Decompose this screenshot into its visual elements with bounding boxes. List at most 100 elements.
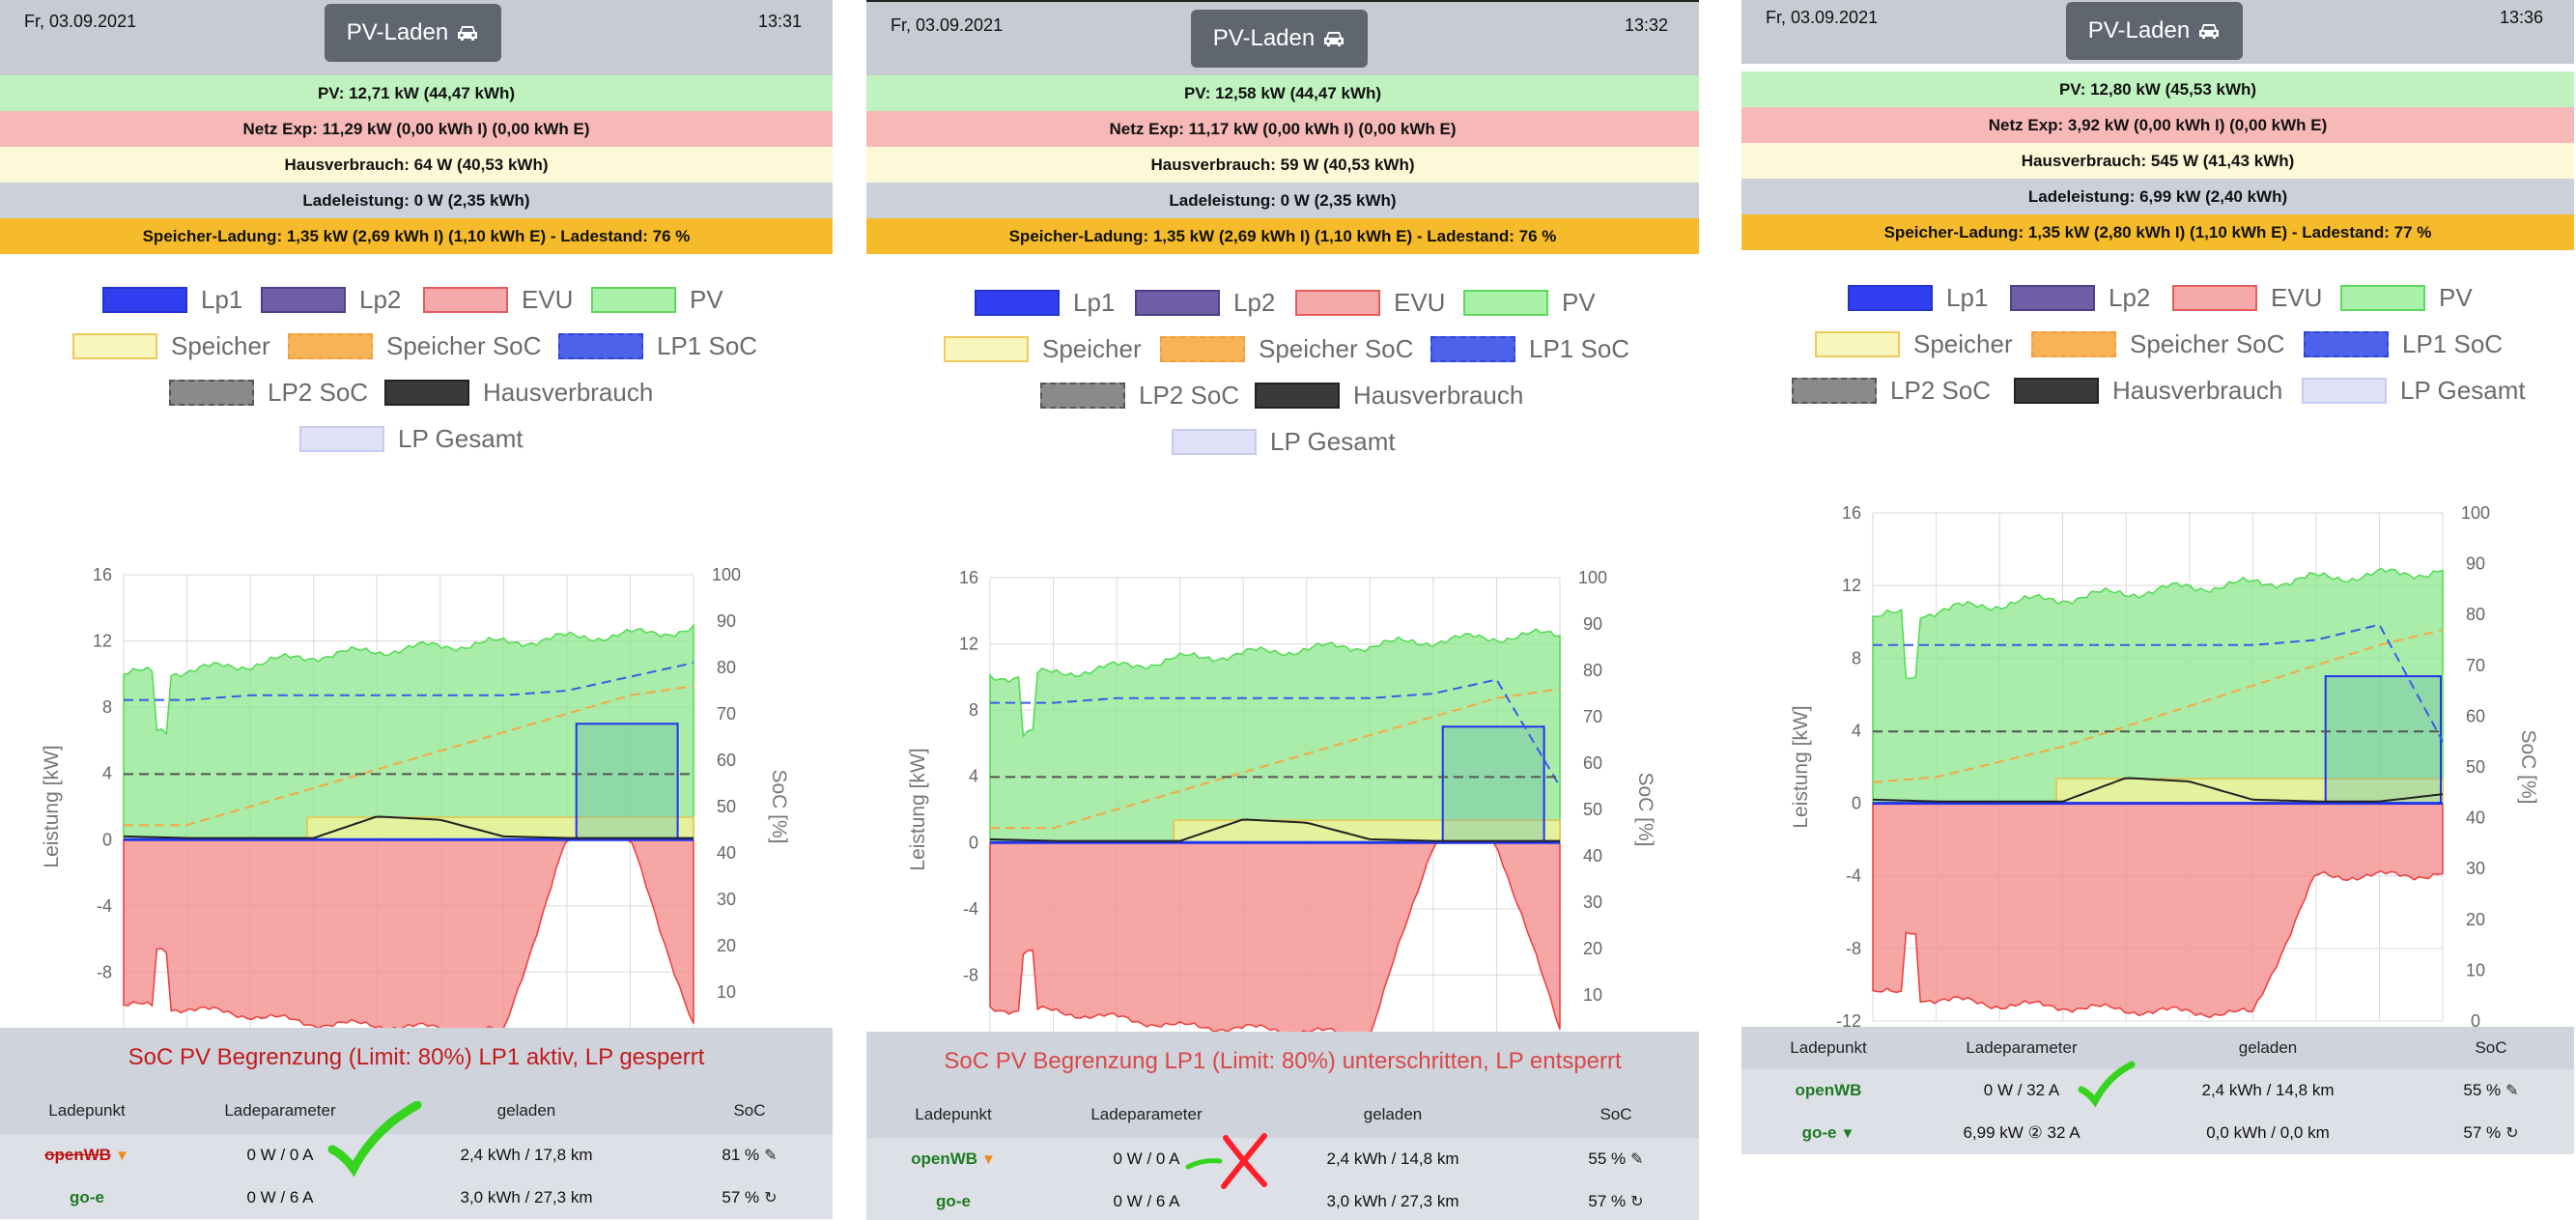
- y-left-axis-title: Leistung [kW]: [41, 745, 63, 867]
- y-right-tick: 100: [712, 565, 741, 584]
- y-right-tick: 60: [1583, 753, 1602, 773]
- y-right-tick: 100: [1578, 568, 1607, 587]
- hausverbrauch-row: Hausverbrauch: 59 W (40,53 kWh): [866, 147, 1699, 183]
- legend-lp2-soc[interactable]: LP2 SoC: [1040, 381, 1239, 410]
- edit-icon[interactable]: ✎: [2505, 1083, 2519, 1099]
- y-left-tick: 0: [102, 830, 112, 849]
- col-ladepunkt: Ladepunkt: [1790, 1038, 1867, 1057]
- table-row[interactable]: openWB 0 W / 32 A 2,4 kWh / 14,8 km 55 %…: [1741, 1069, 2574, 1112]
- status-message: SoC PV Begrenzung (Limit: 80%) LP1 aktiv…: [0, 1028, 833, 1088]
- col-ladepunkt: Ladepunkt: [48, 1101, 126, 1120]
- legend-speicher-soc[interactable]: Speicher SoC: [1160, 334, 1413, 363]
- soc-cell: 57 % ↻: [1588, 1192, 1644, 1210]
- plug-icon: ▼: [115, 1147, 129, 1164]
- y-right-tick: 100: [2461, 503, 2490, 523]
- ladeleistung-row: Ladeleistung: 6,99 kW (2,40 kWh): [1741, 179, 2574, 214]
- legend-lp2[interactable]: Lp2: [1135, 288, 1275, 317]
- soc-cell: 57 % ↻: [2463, 1123, 2519, 1142]
- legend-lp2[interactable]: Lp2: [261, 285, 401, 314]
- param-cell: 0 W / 6 A: [1113, 1192, 1180, 1210]
- lp-name: openWB: [44, 1146, 112, 1164]
- legend-speicher[interactable]: Speicher: [1815, 329, 2013, 358]
- mode-button[interactable]: PV-Laden: [2066, 2, 2243, 60]
- pv-area: [123, 623, 694, 841]
- y-right-tick: 70: [717, 704, 736, 723]
- legend-lp2-soc[interactable]: LP2 SoC: [169, 378, 368, 407]
- legend-pv[interactable]: PV: [1463, 288, 1596, 317]
- col-ladeparameter: Ladeparameter: [224, 1101, 336, 1120]
- time-label: 13:31: [757, 12, 802, 31]
- time-label: 13:36: [2499, 8, 2543, 27]
- edit-icon[interactable]: ✎: [1630, 1151, 1644, 1168]
- car-icon: [1324, 32, 1345, 46]
- lp1-area: [1441, 725, 1545, 844]
- green-check-annotation: [327, 1101, 422, 1177]
- legend-lp1[interactable]: Lp1: [1848, 283, 1988, 312]
- refresh-icon[interactable]: ↻: [2505, 1125, 2519, 1142]
- soc-cell: 57 % ↻: [722, 1188, 778, 1206]
- lp1-soc-line: [1873, 623, 2444, 743]
- lp1-soc-line: [990, 678, 1561, 787]
- y-right-tick: 80: [2466, 605, 2485, 624]
- edit-icon[interactable]: ✎: [764, 1148, 778, 1164]
- legend-speicher[interactable]: Speicher: [72, 331, 270, 360]
- legend-pv[interactable]: PV: [591, 285, 723, 314]
- legend-pv[interactable]: PV: [2340, 283, 2473, 312]
- legend-lp1-soc[interactable]: LP1 SoC: [1430, 334, 1629, 363]
- table-row[interactable]: go-e ▼ 6,99 kW ② 32 A 0,0 kWh / 0,0 km 57…: [1741, 1112, 2574, 1154]
- y-left-tick: 12: [93, 632, 112, 651]
- y-left-tick: -8: [1846, 939, 1861, 958]
- legend-evu[interactable]: EVU: [2172, 283, 2322, 312]
- col-geladen: geladen: [1363, 1105, 1423, 1123]
- legend-lp1-soc[interactable]: LP1 SoC: [2304, 329, 2503, 358]
- plug-icon: ▼: [981, 1150, 996, 1168]
- legend-lp-gesamt[interactable]: LP Gesamt: [2302, 376, 2526, 405]
- legend-lp2[interactable]: Lp2: [2010, 283, 2150, 312]
- speicher-soc-line: [124, 685, 694, 827]
- legend-hausverbrauch[interactable]: Hausverbrauch: [1255, 381, 1523, 410]
- hausverbrauch-line: [1872, 777, 2444, 803]
- lp-name-cell: go-e: [866, 1180, 1040, 1220]
- y-right-tick: 30: [2466, 859, 2485, 878]
- y-right-tick: 90: [2466, 554, 2485, 574]
- legend-speicher-soc[interactable]: Speicher SoC: [288, 331, 541, 360]
- lp-name-cell: openWB: [1741, 1069, 1915, 1112]
- y-left-tick: -4: [97, 896, 112, 916]
- speicher-soc-line: [990, 688, 1561, 830]
- legend-lp1[interactable]: Lp1: [102, 285, 242, 314]
- y-left-tick: 12: [959, 635, 978, 654]
- legend-lp1[interactable]: Lp1: [975, 288, 1115, 317]
- legend-evu[interactable]: EVU: [423, 285, 573, 314]
- refresh-icon[interactable]: ↻: [764, 1190, 778, 1206]
- legend-speicher[interactable]: Speicher: [944, 334, 1142, 363]
- y-left-tick: 0: [969, 833, 978, 852]
- mode-label: PV-Laden: [1212, 25, 1316, 51]
- legend-lp-gesamt[interactable]: LP Gesamt: [299, 424, 524, 453]
- legend-hausverbrauch[interactable]: Hausverbrauch: [384, 378, 653, 407]
- y-left-tick: 8: [1852, 648, 1861, 667]
- netz-row: Netz Exp: 11,17 kW (0,00 kWh I) (0,00 kW…: [866, 111, 1699, 147]
- soc-cell: 81 % ✎: [722, 1146, 778, 1164]
- legend-evu[interactable]: EVU: [1295, 288, 1445, 317]
- y-right-tick: 40: [717, 843, 736, 863]
- table-row[interactable]: openWB ▼ 0 W / 0 A 2,4 kWh / 17,8 km 81 %…: [0, 1134, 833, 1177]
- hausverbrauch-line: [989, 818, 1560, 842]
- table-row[interactable]: openWB ▼ 0 W / 0 A 2,4 kWh / 14,8 km 55 %…: [866, 1138, 1699, 1180]
- panel-2: Fr, 03.09.2021 PV-Laden 13:32 PV: 12,58 …: [866, 0, 1699, 1220]
- legend-speicher-soc[interactable]: Speicher SoC: [2031, 329, 2284, 358]
- y-right-axis-title: SoC [%]: [1634, 772, 1656, 846]
- refresh-icon[interactable]: ↻: [1630, 1194, 1644, 1210]
- geladen-cell: 0,0 kWh / 0,0 km: [2206, 1123, 2330, 1142]
- table-row[interactable]: go-e 0 W / 6 A 3,0 kWh / 27,3 km 57 % ↻: [0, 1177, 833, 1219]
- legend-lp1-soc[interactable]: LP1 SoC: [558, 331, 757, 360]
- mode-button[interactable]: PV-Laden: [1191, 10, 1368, 68]
- legend-lp-gesamt[interactable]: LP Gesamt: [1172, 427, 1396, 456]
- mode-button[interactable]: PV-Laden: [325, 4, 501, 62]
- legend-lp2-soc[interactable]: LP2 SoC: [1792, 376, 1991, 405]
- legend-hausverbrauch[interactable]: Hausverbrauch: [2014, 376, 2282, 405]
- table-row[interactable]: go-e 0 W / 6 A 3,0 kWh / 27,3 km 57 % ↻: [866, 1180, 1699, 1220]
- y-right-tick: 40: [1583, 846, 1602, 865]
- hausverbrauch-line: [123, 815, 694, 839]
- table-header: Ladepunkt Ladeparameter geladen SoC: [866, 1092, 1699, 1138]
- y-right-tick: 60: [2466, 706, 2485, 725]
